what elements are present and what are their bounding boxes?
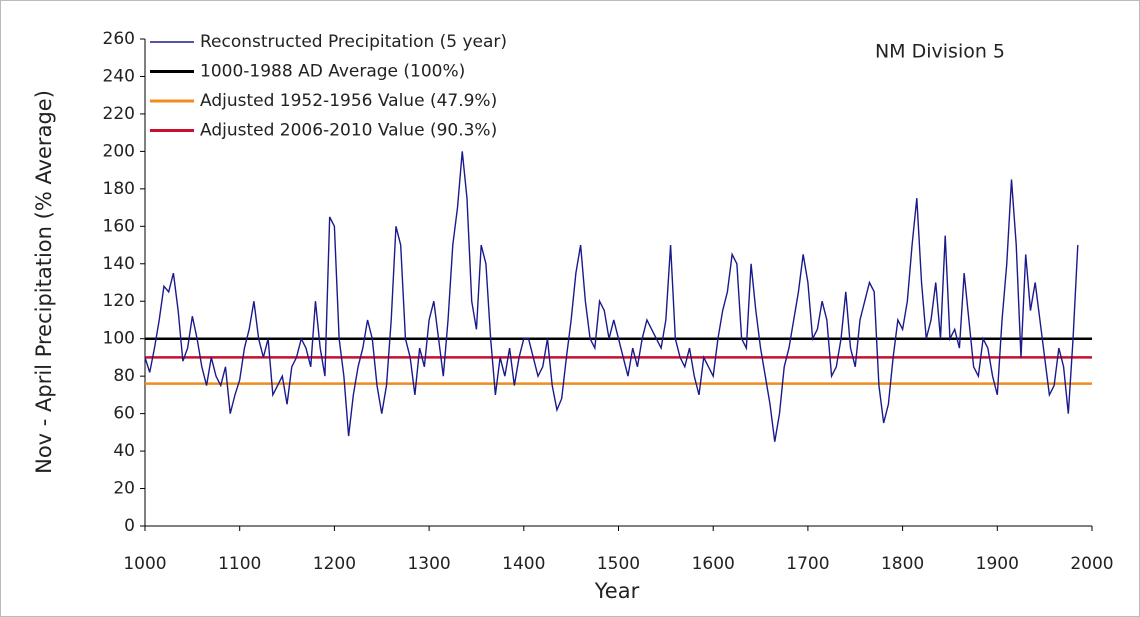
- legend-background: [148, 117, 568, 145]
- y-tick-label: 0: [124, 516, 135, 536]
- y-axis-title: Nov - April Precipitation (% Average): [32, 90, 56, 474]
- x-axis-title: Year: [594, 579, 640, 603]
- y-tick-label: 260: [103, 29, 135, 49]
- y-tick-label: 80: [113, 366, 135, 386]
- y-tick-label: 120: [103, 291, 135, 311]
- x-tick-label: 1400: [502, 554, 545, 574]
- legend-background: [148, 29, 568, 56]
- legend-background: [148, 58, 568, 86]
- x-tick-label: 1900: [976, 554, 1019, 574]
- legend-label: Adjusted 2006-2010 Value (90.3%): [200, 121, 497, 141]
- legend-label: Reconstructed Precipitation (5 year): [200, 32, 507, 52]
- y-tick-label: 180: [103, 179, 135, 199]
- legend-background: [148, 88, 568, 115]
- y-tick-label: 220: [103, 104, 135, 124]
- y-tick-label: 200: [103, 141, 135, 161]
- x-tick-label: 1600: [692, 554, 735, 574]
- legend-label: 1000-1988 AD Average (100%): [200, 62, 465, 82]
- x-tick-label: 1500: [597, 554, 640, 574]
- y-tick-label: 140: [103, 254, 135, 274]
- x-tick-label: 1300: [407, 554, 450, 574]
- x-tick-label: 1000: [123, 554, 166, 574]
- y-tick-label: 40: [113, 441, 135, 461]
- legend-label: Adjusted 1952-1956 Value (47.9%): [200, 91, 497, 111]
- y-tick-label: 240: [103, 66, 135, 86]
- x-tick-label: 1700: [786, 554, 829, 574]
- y-tick-label: 20: [113, 479, 135, 499]
- annotation: NM Division 5: [875, 41, 1005, 63]
- y-tick-label: 100: [103, 329, 135, 349]
- y-tick-label: 60: [113, 404, 135, 424]
- data-line: [144, 151, 1079, 442]
- x-tick-label: 1800: [881, 554, 924, 574]
- x-tick-label: 1200: [313, 554, 356, 574]
- y-tick-label: 160: [103, 216, 135, 236]
- x-tick-label: 1100: [218, 554, 261, 574]
- x-tick-label: 2000: [1070, 554, 1113, 574]
